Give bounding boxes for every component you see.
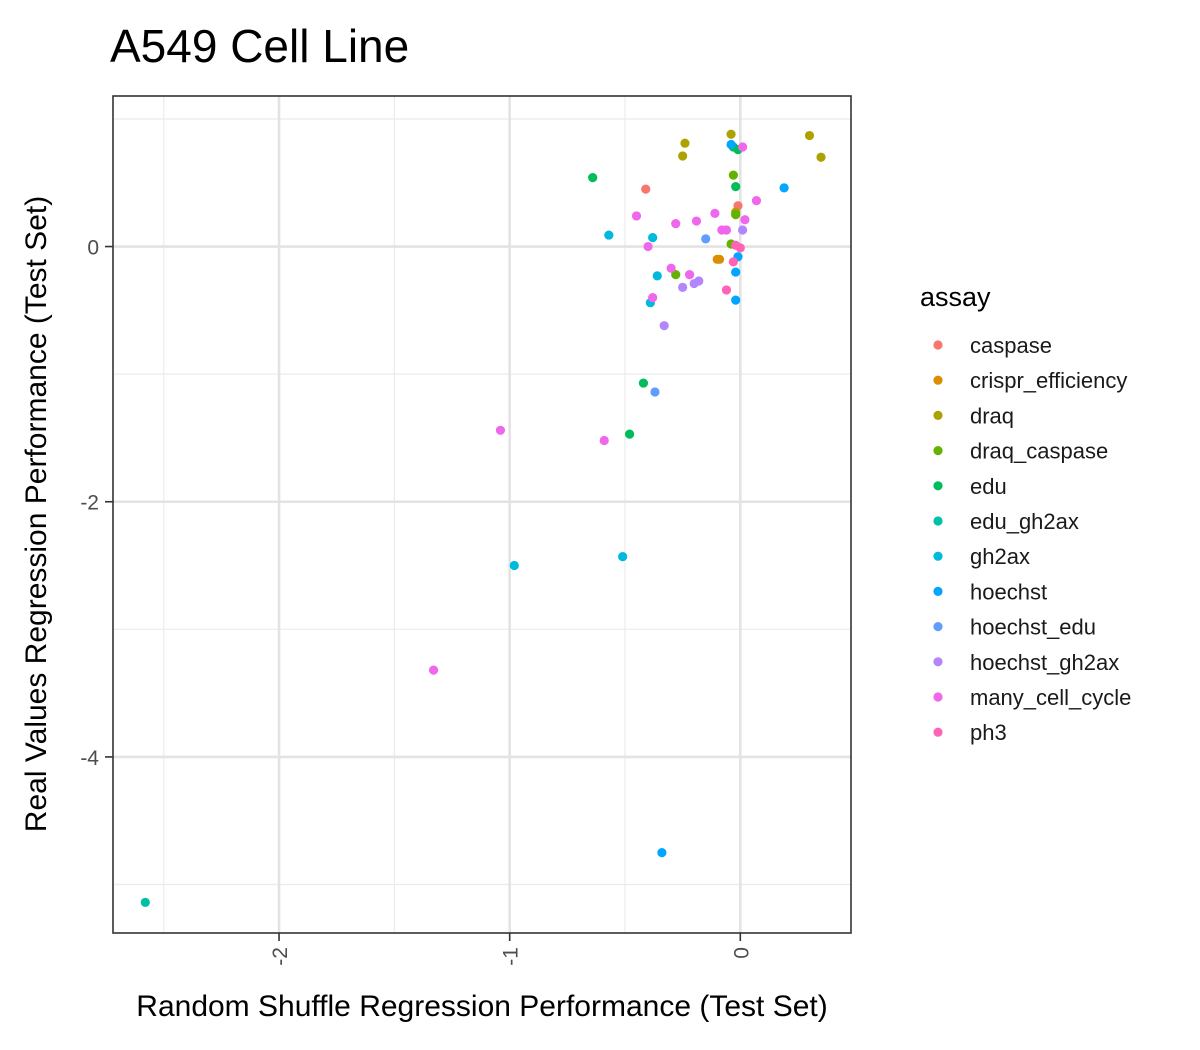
data-point xyxy=(638,378,649,388)
data-point xyxy=(728,170,738,180)
data-point xyxy=(731,181,741,192)
legend-key xyxy=(933,657,943,667)
axes: -2 -1 0 0 -2 -4 xyxy=(80,237,753,966)
data-point xyxy=(604,230,614,240)
legend-key xyxy=(933,692,943,702)
y-tick-label: -4 xyxy=(80,747,99,770)
y-tick-label: 0 xyxy=(87,237,99,260)
data-points xyxy=(140,129,826,907)
legend-label: hoechst_edu xyxy=(970,615,1096,640)
legend-key xyxy=(933,446,943,456)
x-axis-label: Random Shuffle Regression Performance (T… xyxy=(136,990,827,1023)
data-point xyxy=(738,225,748,235)
data-point xyxy=(740,215,750,225)
data-point xyxy=(684,270,695,280)
data-point xyxy=(678,282,688,292)
data-point xyxy=(726,129,736,139)
data-point xyxy=(428,665,439,675)
legend-title: assay xyxy=(920,282,991,312)
data-point xyxy=(641,184,651,194)
data-point xyxy=(666,263,676,273)
legend-key xyxy=(933,340,943,350)
data-point xyxy=(671,218,681,229)
data-point xyxy=(721,225,732,235)
legend-key xyxy=(933,375,943,385)
data-point xyxy=(731,267,741,277)
legend-key xyxy=(933,410,943,420)
data-point xyxy=(816,152,826,162)
data-point xyxy=(648,233,658,243)
data-point xyxy=(599,435,609,446)
data-point xyxy=(631,211,642,221)
legend-label: hoechst xyxy=(970,579,1047,604)
data-point xyxy=(140,897,150,907)
data-point xyxy=(701,234,711,244)
y-axis-label: Real Values Regression Performance (Test… xyxy=(20,196,53,832)
data-point xyxy=(648,292,658,303)
data-point xyxy=(678,151,688,161)
data-point xyxy=(751,196,762,206)
legend-label: caspase xyxy=(970,333,1052,358)
data-point xyxy=(731,295,741,305)
data-point xyxy=(588,173,598,183)
data-point xyxy=(671,270,681,280)
legend-label: hoechst_gh2ax xyxy=(970,650,1119,675)
y-tick-label: -2 xyxy=(80,492,99,515)
data-point xyxy=(495,425,506,435)
x-tick-label: 0 xyxy=(730,947,753,959)
data-point xyxy=(731,240,741,250)
plot-panel xyxy=(113,96,851,933)
legend-key xyxy=(933,727,943,737)
data-point xyxy=(625,429,635,439)
legend-label: ph3 xyxy=(970,720,1007,745)
plot-border xyxy=(112,95,852,934)
legend-label: edu xyxy=(970,474,1007,499)
data-point xyxy=(731,210,741,220)
legend-key xyxy=(933,551,943,561)
data-point xyxy=(509,560,519,571)
data-point xyxy=(779,183,789,193)
data-point xyxy=(728,257,738,267)
legend-label: draq_caspase xyxy=(970,439,1108,464)
data-point xyxy=(650,387,660,397)
data-point xyxy=(714,254,725,264)
legend-label: draq xyxy=(970,403,1014,428)
legend-label: edu_gh2ax xyxy=(970,509,1079,534)
legend-label: crispr_efficiency xyxy=(970,368,1127,393)
data-point xyxy=(643,241,653,252)
data-point xyxy=(710,208,720,218)
legend-label: gh2ax xyxy=(970,544,1030,569)
data-point xyxy=(618,552,628,562)
legend-key xyxy=(933,481,943,491)
x-tick-label: -1 xyxy=(500,947,523,966)
x-tick-label: -2 xyxy=(269,947,292,966)
data-point xyxy=(726,139,736,150)
chart-title: A549 Cell Line xyxy=(110,20,409,72)
legend-key xyxy=(933,586,943,597)
data-point xyxy=(738,142,748,152)
legend-key xyxy=(933,516,943,526)
data-point xyxy=(689,278,699,289)
legend-key xyxy=(933,622,943,632)
data-point xyxy=(659,321,669,331)
data-point xyxy=(680,138,690,148)
data-point xyxy=(804,130,815,141)
data-point xyxy=(691,216,702,226)
legend-label: many_cell_cycle xyxy=(970,685,1131,710)
data-point xyxy=(657,848,667,858)
data-point xyxy=(721,285,732,295)
data-point xyxy=(652,271,662,281)
